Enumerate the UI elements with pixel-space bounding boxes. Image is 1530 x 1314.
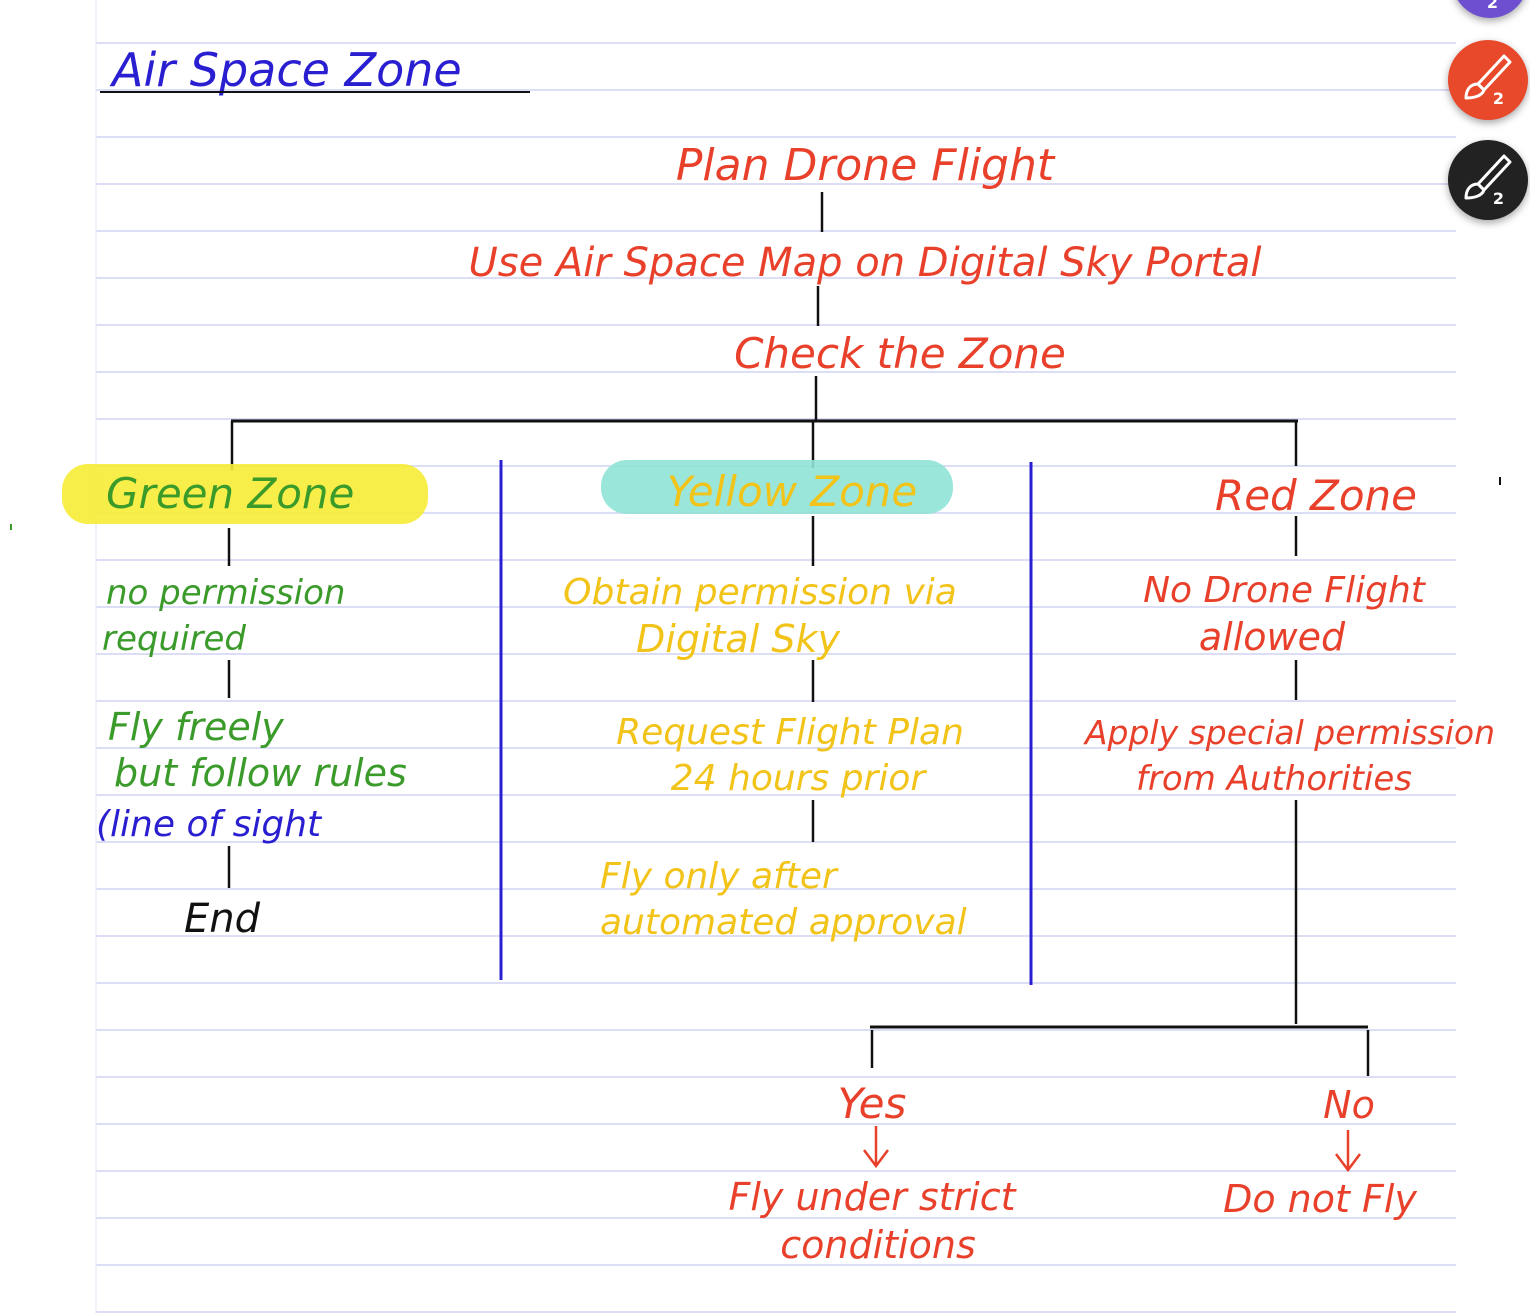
yes-label: Yes (838, 1079, 907, 1128)
green-step2-note: (line of sight (96, 804, 323, 845)
green-step2-line1: Fly freely (108, 705, 284, 749)
yellow-zone-highlight (601, 460, 953, 514)
tool-count-badge: 2 (1492, 189, 1504, 208)
no-label: No (1323, 1083, 1375, 1127)
ruled-lines (96, 42, 1456, 1313)
green-end-node: End (184, 896, 261, 942)
green-step1-line2: required (102, 619, 246, 659)
brush-icon (1464, 54, 1512, 100)
yellow-step2-line1: Request Flight Plan (616, 712, 964, 753)
green-step1-line1: no permission (106, 573, 345, 613)
brush-icon (1464, 154, 1512, 200)
down-arrow-icon (1335, 1130, 1361, 1173)
red-step2-line2: from Authorities (1136, 759, 1412, 799)
down-arrow-icon (863, 1126, 889, 1169)
green-zone-highlight (62, 464, 428, 524)
red-step2-line1: Apply special permission (1083, 713, 1495, 752)
check-zone-node: Check the Zone (734, 329, 1066, 378)
yes-outcome-line2: conditions (780, 1223, 976, 1267)
yellow-zone-label: Yellow Zone (667, 467, 918, 516)
green-step2-line2: but follow rules (114, 751, 407, 795)
yellow-step3-line1: Fly only after (600, 856, 839, 897)
green-zone-label: Green Zone (106, 469, 354, 518)
portal-node: Use Air Space Map on Digital Sky Portal (468, 240, 1261, 286)
red-brush-tool-button[interactable]: 2 (1448, 40, 1528, 120)
page-title: Air Space Zone (109, 43, 462, 97)
start-node: Plan Drone Flight (676, 140, 1056, 191)
no-outcome: Do not Fly (1223, 1177, 1417, 1221)
yellow-step1-line2: Digital Sky (636, 617, 840, 661)
red-zone-label: Red Zone (1215, 471, 1417, 520)
yellow-step2-line2: 24 hours prior (671, 758, 928, 799)
red-step1-line2: allowed (1199, 615, 1346, 659)
black-brush-tool-button[interactable]: 2 (1448, 140, 1528, 220)
red-step1-line1: No Drone Flight (1143, 570, 1427, 611)
tool-count-badge: 2 (1486, 0, 1498, 12)
yes-outcome-line1: Fly under strict (728, 1175, 1017, 1219)
yellow-step3-line2: automated approval (600, 902, 967, 943)
tool-count-badge: 2 (1492, 89, 1504, 108)
yellow-step1-line1: Obtain permission via (563, 572, 957, 613)
